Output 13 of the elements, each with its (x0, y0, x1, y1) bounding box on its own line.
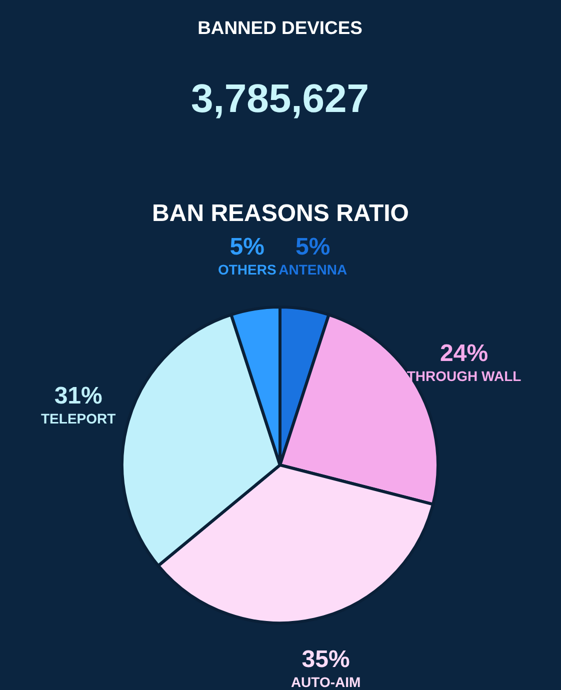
chart-title: BAN REASONS RATIO (152, 200, 409, 227)
slice-label: THROUGH WALL (406, 368, 522, 384)
slice-label: AUTO-AIM (290, 674, 361, 690)
data-label: 24% (440, 340, 488, 367)
data-label: 5% (296, 234, 330, 261)
data-label: 35% (302, 646, 350, 673)
slice-label: TELEPORT (41, 410, 116, 426)
text: 3,785,627 (191, 77, 369, 121)
data-label: 31% (54, 382, 102, 410)
slice-label: ANTENNA (278, 262, 348, 278)
data-label: 5% (230, 234, 264, 261)
slice-label: OTHERS (218, 262, 276, 278)
text: BANNED DEVICES (198, 17, 362, 38)
